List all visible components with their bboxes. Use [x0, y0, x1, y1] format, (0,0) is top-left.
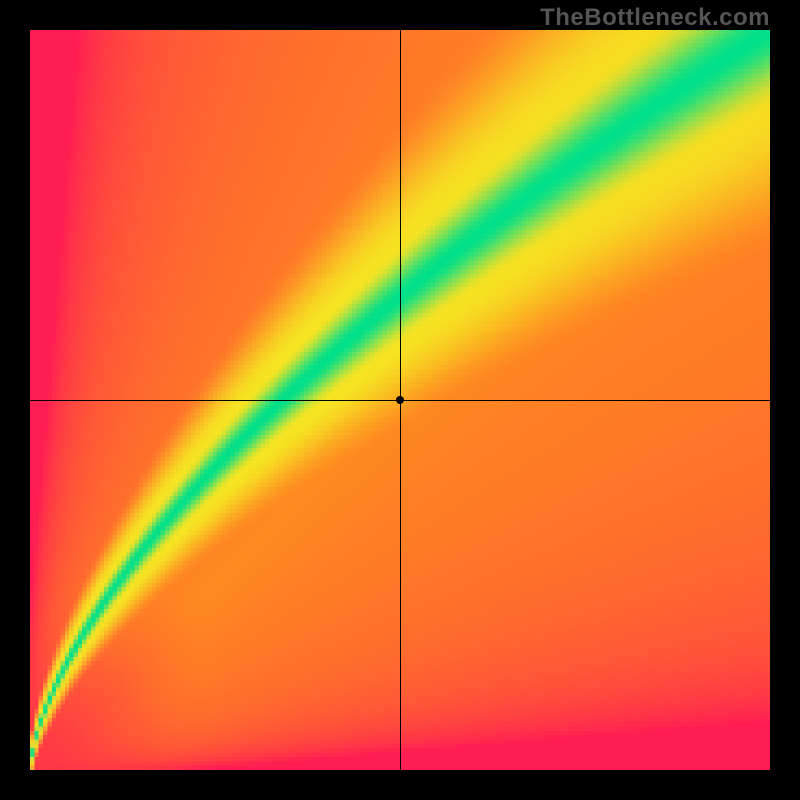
watermark-text: TheBottleneck.com [540, 4, 770, 32]
chart-frame: TheBottleneck.com [0, 0, 800, 800]
center-dot [396, 396, 404, 404]
plot-area [30, 30, 770, 770]
